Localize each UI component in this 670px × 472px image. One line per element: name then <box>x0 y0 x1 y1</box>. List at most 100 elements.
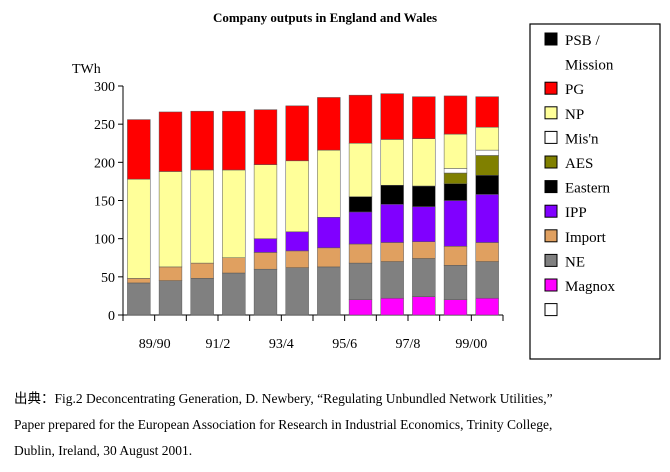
legend-label: Import <box>565 230 607 246</box>
x-tick-label: 91/2 <box>206 337 231 352</box>
bar-segment <box>380 139 404 186</box>
bar-segment <box>253 109 278 165</box>
chart-title: Company outputs in England and Wales <box>213 10 437 25</box>
bar-segment <box>285 267 309 316</box>
bar-segment <box>348 299 373 316</box>
legend-swatch <box>544 278 558 292</box>
y-tick-label: 150 <box>94 195 115 210</box>
bar-segment <box>348 196 373 213</box>
bar-segment <box>443 172 468 184</box>
legend-label: Mis'n <box>565 131 599 147</box>
y-tick-label: 100 <box>94 233 115 248</box>
x-tick-label: 99/00 <box>455 337 487 352</box>
bar-segment <box>443 183 468 201</box>
bar-segment <box>317 266 341 316</box>
bar-segment <box>317 149 341 218</box>
bar-segment <box>285 231 309 252</box>
legend-label: NP <box>565 107 584 123</box>
bar-segment <box>475 126 499 151</box>
legend-swatch <box>544 253 558 267</box>
bar-segment <box>253 252 278 270</box>
plot-area: 0 50 100 150 200 250 300 89/90 91/2 93/4 95/6 97/8 9… <box>94 80 504 352</box>
bar-segment <box>443 299 468 316</box>
legend-swatch <box>544 32 558 46</box>
legend-swatch <box>544 229 558 243</box>
bar-segment <box>380 204 404 243</box>
bar-segment <box>253 164 278 239</box>
bar-segment <box>222 272 246 316</box>
bar-segment <box>158 280 183 316</box>
bar-segment <box>443 95 468 135</box>
bar-segment <box>127 282 151 316</box>
bar-segment <box>285 250 309 268</box>
bar-segment <box>380 261 404 299</box>
bar-segment <box>475 297 499 316</box>
bar-segment <box>475 194 499 243</box>
y-tick-label: 50 <box>101 271 115 286</box>
bar-segment <box>380 184 404 205</box>
bar-segment <box>380 242 404 262</box>
bar-segment <box>443 133 468 169</box>
bar-segment <box>158 266 183 281</box>
y-tick-label: 300 <box>94 80 115 95</box>
bar-segment <box>317 247 341 268</box>
legend: PSB / Mission PG NP Mis'n AES Eastern IPP Import… <box>544 32 615 317</box>
bar-segment <box>348 94 373 144</box>
legend-label: Magnox <box>565 279 615 295</box>
y-tick-label: 200 <box>94 156 115 171</box>
bar-segment <box>253 268 278 316</box>
bar-segment <box>443 200 468 247</box>
legend-swatch <box>544 106 558 120</box>
bar-segment <box>475 175 499 195</box>
legend-label: IPP <box>565 205 587 221</box>
caption-line-3: Dublin, Ireland, 30 August 2001. <box>14 443 193 458</box>
bar-segment <box>158 111 183 172</box>
bar-segment <box>158 171 183 268</box>
bar-segment <box>190 110 214 171</box>
legend-swatch <box>544 204 558 218</box>
caption-line-1: 出典：Fig.2 Deconcentrating Generation, D. … <box>14 391 553 406</box>
x-tick-label: 97/8 <box>396 337 421 352</box>
stacked-bar-chart: Company outputs in England and Wales TWh… <box>72 10 661 360</box>
bar-segment <box>222 169 246 258</box>
bar-segment <box>412 96 436 139</box>
bar-segment <box>412 296 436 316</box>
legend-swatch <box>544 155 558 169</box>
bar-segment <box>412 241 436 259</box>
caption-line-2: Paper prepared for the European Associat… <box>14 417 553 432</box>
bar-segment <box>127 278 151 284</box>
legend-label: NE <box>565 254 585 270</box>
bar-segment <box>348 143 373 197</box>
bar-segment <box>443 168 468 174</box>
legend-label: PSB / <box>565 33 600 49</box>
bar-segment <box>475 242 499 262</box>
legend-label: Eastern <box>565 181 610 197</box>
bar-segment <box>475 96 499 128</box>
legend-label: PG <box>565 82 584 98</box>
bar-segment <box>443 265 468 300</box>
bar-segment <box>190 262 214 279</box>
bar-segment <box>475 149 499 156</box>
bar-segment <box>317 97 341 151</box>
legend-label: AES <box>565 156 593 172</box>
bar-segment <box>348 211 373 245</box>
legend-swatch <box>544 303 558 317</box>
bar-segment <box>190 278 214 316</box>
bar-segment <box>475 261 499 299</box>
bar-segment <box>348 243 373 264</box>
legend-swatch <box>544 130 558 144</box>
bar-segment <box>127 178 151 279</box>
bar-segment <box>190 169 214 264</box>
y-tick-label: 250 <box>94 118 115 133</box>
bar-segment <box>253 238 278 253</box>
bar-segment <box>127 119 151 180</box>
y-tick-label: 0 <box>108 309 115 324</box>
bar-segment <box>285 105 309 162</box>
bar-segment <box>412 185 436 207</box>
bar-segment <box>380 93 404 140</box>
bar-segment <box>412 258 436 297</box>
legend-label: Mission <box>565 58 614 74</box>
bar-segment <box>348 262 373 300</box>
bar-segment <box>412 206 436 242</box>
bar-segment <box>285 160 309 233</box>
